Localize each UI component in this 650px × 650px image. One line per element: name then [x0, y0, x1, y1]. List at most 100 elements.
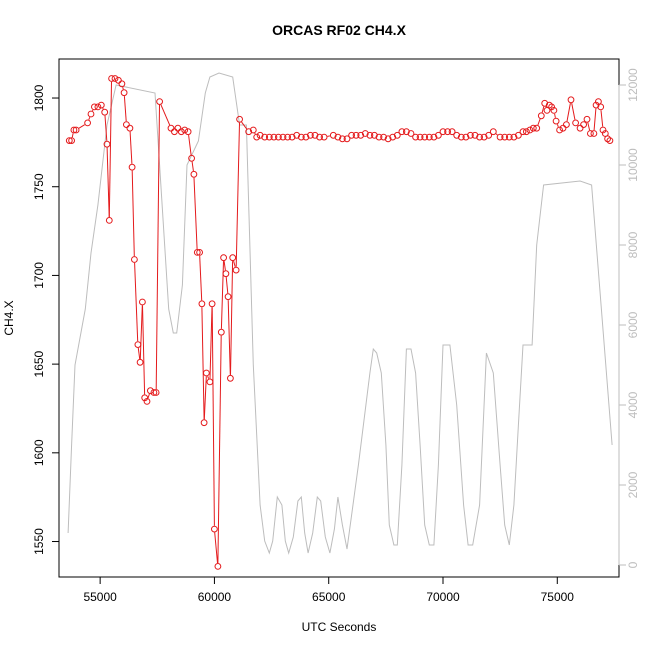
series-segment: [223, 261, 226, 271]
data-point: [412, 133, 420, 141]
data-point: [384, 135, 392, 143]
data-point: [444, 128, 452, 136]
data-point: [380, 133, 388, 141]
data-point: [217, 328, 225, 336]
data-point: [184, 128, 192, 136]
series-segment: [188, 135, 192, 156]
data-point: [101, 108, 109, 116]
data-point: [453, 131, 461, 139]
data-point: [352, 131, 360, 139]
series-segment: [201, 307, 205, 420]
series-segment: [207, 376, 210, 379]
data-point: [261, 133, 269, 141]
data-point: [393, 131, 401, 139]
data-point: [398, 128, 406, 136]
data-point: [150, 389, 158, 396]
data-point: [245, 128, 253, 136]
data-point: [87, 110, 95, 118]
data-point: [599, 126, 607, 134]
secondary-y-tick-label: 6000: [626, 311, 640, 338]
data-point: [572, 119, 579, 127]
secondary-series-line: [67, 72, 613, 555]
data-point: [279, 133, 287, 141]
series-segment: [123, 96, 127, 122]
data-point: [597, 103, 605, 111]
data-point: [177, 128, 185, 136]
data-point: [141, 394, 149, 402]
data-point: [537, 112, 545, 120]
y-tick-label: 1750: [32, 173, 46, 200]
series-segment: [571, 103, 576, 120]
data-point: [515, 131, 522, 139]
x-tick-label: 70000: [426, 590, 460, 604]
data-point: [576, 124, 584, 132]
data-point: [425, 133, 433, 141]
series-segment: [593, 108, 597, 131]
data-point: [371, 131, 378, 139]
data-point: [366, 131, 374, 139]
data-point: [496, 133, 504, 141]
data-point: [167, 124, 175, 132]
data-point: [220, 254, 228, 262]
x-tick-label: 60000: [198, 590, 232, 604]
series-segment: [134, 262, 139, 342]
series-segment: [191, 161, 194, 171]
data-point: [72, 126, 80, 134]
data-point: [375, 133, 383, 141]
data-point: [533, 124, 541, 132]
series-segment: [600, 110, 604, 127]
data-point: [489, 128, 497, 136]
data-point: [203, 369, 210, 377]
series-segment: [131, 170, 135, 257]
secondary-y-tick-label: 4000: [626, 391, 640, 418]
series-segment: [327, 135, 331, 137]
series-segment: [554, 113, 556, 118]
series-segment: [227, 300, 231, 375]
secondary-y-tick-label: 10000: [626, 148, 640, 182]
series-segment: [537, 118, 541, 126]
data-point: [115, 76, 122, 84]
data-point: [389, 133, 397, 141]
data-point: [256, 131, 264, 139]
secondary-y-tick-label: 2000: [626, 471, 640, 498]
data-point: [275, 133, 282, 141]
data-point: [193, 249, 201, 256]
data-point: [430, 133, 438, 141]
data-point: [550, 107, 558, 114]
primary-series-line: [71, 81, 604, 564]
data-point: [556, 126, 563, 134]
series-segment: [137, 347, 141, 360]
data-point: [118, 80, 126, 88]
series-segment: [220, 261, 224, 329]
series-segment: [108, 81, 112, 218]
data-point: [529, 124, 537, 132]
secondary-y-tick-label: 0: [626, 561, 640, 568]
data-point: [320, 133, 328, 141]
data-point: [480, 133, 488, 141]
data-point: [253, 133, 261, 141]
data-point: [329, 131, 337, 139]
data-point: [227, 374, 234, 382]
data-point: [181, 126, 189, 134]
data-point: [211, 525, 218, 533]
data-point: [174, 124, 182, 132]
data-point: [103, 140, 111, 148]
data-point: [108, 75, 115, 82]
y-tick-label: 1600: [32, 439, 46, 466]
data-point: [421, 133, 429, 141]
series-segment: [122, 86, 124, 90]
data-point: [563, 121, 570, 128]
series-segment: [147, 393, 150, 399]
series-segment: [233, 260, 236, 267]
data-point: [583, 115, 591, 123]
data-point: [171, 128, 178, 136]
data-point: [156, 98, 164, 105]
data-point: [457, 133, 465, 141]
series-segment: [556, 124, 559, 127]
data-point: [105, 217, 113, 224]
y-tick-label: 1650: [32, 350, 46, 377]
data-point: [592, 101, 600, 109]
data-point: [293, 131, 301, 139]
data-point: [249, 126, 257, 134]
x-axis: 55000 60000 65000 70000 75000: [83, 576, 574, 604]
